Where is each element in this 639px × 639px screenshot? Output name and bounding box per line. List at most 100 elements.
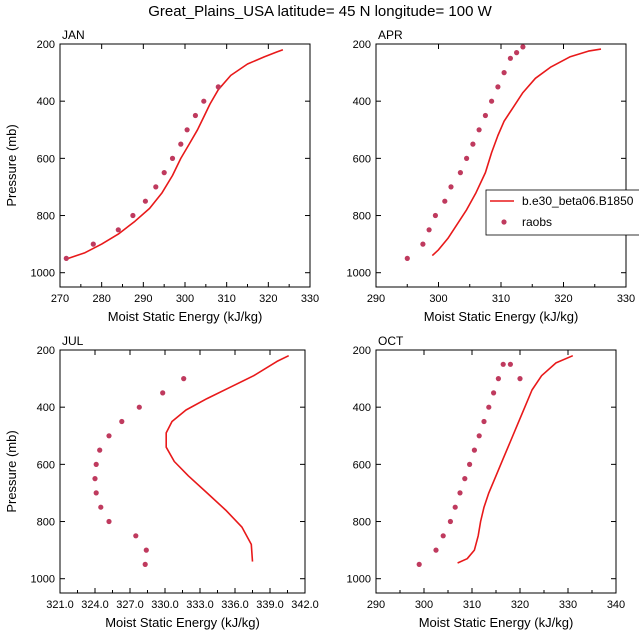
panel-title: OCT	[378, 334, 404, 348]
x-tick-label: 290	[134, 293, 152, 305]
x-tick-label: 320	[259, 293, 277, 305]
raobs-point	[201, 98, 207, 104]
plot-frame	[59, 43, 311, 288]
raobs-point	[215, 84, 221, 90]
raobs-point	[467, 461, 473, 467]
raobs-point	[106, 518, 112, 525]
model-line	[431, 48, 602, 257]
raobs-point	[507, 361, 513, 367]
raobs-point	[97, 447, 103, 453]
x-tick-label: 327.0	[116, 599, 144, 611]
raobs-point	[404, 255, 410, 261]
raobs-point	[416, 561, 422, 568]
raobs-point	[507, 55, 513, 61]
legend: b.e30_beta06.B1850 raobs	[485, 189, 639, 236]
raobs-point	[476, 433, 482, 439]
x-tick-label: 320	[511, 599, 529, 611]
x-tick-label: 333.0	[186, 599, 214, 611]
y-tick-label: 600	[37, 153, 55, 165]
raobs-point	[457, 170, 463, 176]
y-axis-label: Pressure (mb)	[4, 124, 19, 206]
plot-frame	[375, 349, 617, 594]
y-tick-label: 600	[353, 153, 371, 165]
y-tick-label: 800	[37, 211, 55, 223]
y-tick-label: 400	[37, 96, 55, 108]
raobs-point	[169, 155, 176, 161]
x-tick-label: 280	[92, 293, 110, 305]
raobs-point	[160, 390, 166, 396]
raobs-point	[471, 447, 477, 453]
x-tick-label: 330.0	[151, 599, 179, 611]
raobs-point	[93, 461, 99, 467]
raobs-point	[470, 141, 476, 147]
raobs-point	[501, 70, 507, 76]
raobs-point	[447, 518, 453, 525]
legend-box	[485, 189, 639, 236]
legend-raobs-label: raobs	[522, 215, 552, 229]
raobs-point	[93, 490, 99, 496]
x-axis-label: Moist Static Energy (kJ/kg)	[108, 309, 263, 324]
legend-raobs-marker	[501, 219, 507, 225]
y-tick-label: 1000	[347, 268, 371, 280]
panel-title: APR	[378, 28, 403, 42]
x-tick-label: 321.0	[46, 599, 74, 611]
raobs-point	[192, 112, 198, 119]
raobs-point	[119, 418, 125, 425]
panel-title: JAN	[62, 28, 85, 42]
y-tick-label: 200	[353, 345, 371, 357]
x-tick-label: 330	[559, 599, 577, 611]
raobs-point	[106, 433, 112, 439]
raobs-point	[142, 561, 148, 568]
panel-jan: 270 280 290 300 310 320 330 200 400 600 800 1000 JAN…	[4, 28, 319, 324]
y-tick-label: 800	[353, 211, 371, 223]
raobs-point	[184, 127, 190, 133]
raobs-point	[161, 170, 167, 176]
raobs-point	[464, 155, 470, 161]
raobs-point	[520, 44, 526, 50]
x-tick-label: 290	[367, 293, 385, 305]
y-tick-label: 600	[37, 459, 55, 471]
raobs-point	[181, 376, 187, 382]
y-tick-label: 600	[353, 459, 371, 471]
raobs-point	[486, 404, 492, 410]
figure-title: Great_Plains_USA latitude= 45 N longitud…	[148, 3, 492, 20]
raobs-point	[452, 504, 458, 510]
raobs-point	[130, 212, 136, 219]
y-tick-label: 1000	[31, 574, 55, 586]
raobs-point	[481, 418, 487, 425]
x-tick-label: 336.0	[221, 599, 249, 611]
raobs-point	[514, 50, 520, 56]
x-tick-label: 330	[617, 293, 635, 305]
x-tick-label: 300	[415, 599, 433, 611]
raobs-point	[442, 198, 448, 204]
x-axis-label: Moist Static Energy (kJ/kg)	[419, 615, 574, 630]
x-tick-label: 310	[492, 293, 510, 305]
x-tick-label: 320	[554, 293, 572, 305]
panels: 270 280 290 300 310 320 330 200 400 600 800 1000 JAN…	[4, 28, 635, 630]
x-tick-label: 342.0	[291, 599, 319, 611]
x-axis-label: Moist Static Energy (kJ/kg)	[105, 615, 260, 630]
y-axis-label: Pressure (mb)	[4, 430, 19, 512]
raobs-point	[143, 547, 149, 553]
x-tick-label: 300	[429, 293, 447, 305]
y-tick-label: 800	[353, 517, 371, 529]
y-tick-label: 200	[37, 39, 55, 51]
raobs-point	[482, 112, 488, 119]
x-tick-label: 310	[463, 599, 481, 611]
raobs-point	[142, 198, 148, 204]
x-tick-label: 270	[51, 293, 69, 305]
model-line	[68, 48, 284, 260]
raobs-point	[433, 547, 439, 553]
x-tick-label: 300	[176, 293, 194, 305]
x-tick-label: 310	[217, 293, 235, 305]
raobs-point	[426, 227, 432, 233]
model-line	[165, 354, 290, 562]
y-tick-label: 400	[37, 402, 55, 414]
raobs-point	[457, 490, 463, 496]
raobs-point	[495, 376, 501, 382]
panel-title: JUL	[62, 334, 84, 348]
raobs-point	[500, 361, 506, 367]
raobs-point	[489, 98, 495, 104]
raobs-point	[448, 184, 454, 190]
